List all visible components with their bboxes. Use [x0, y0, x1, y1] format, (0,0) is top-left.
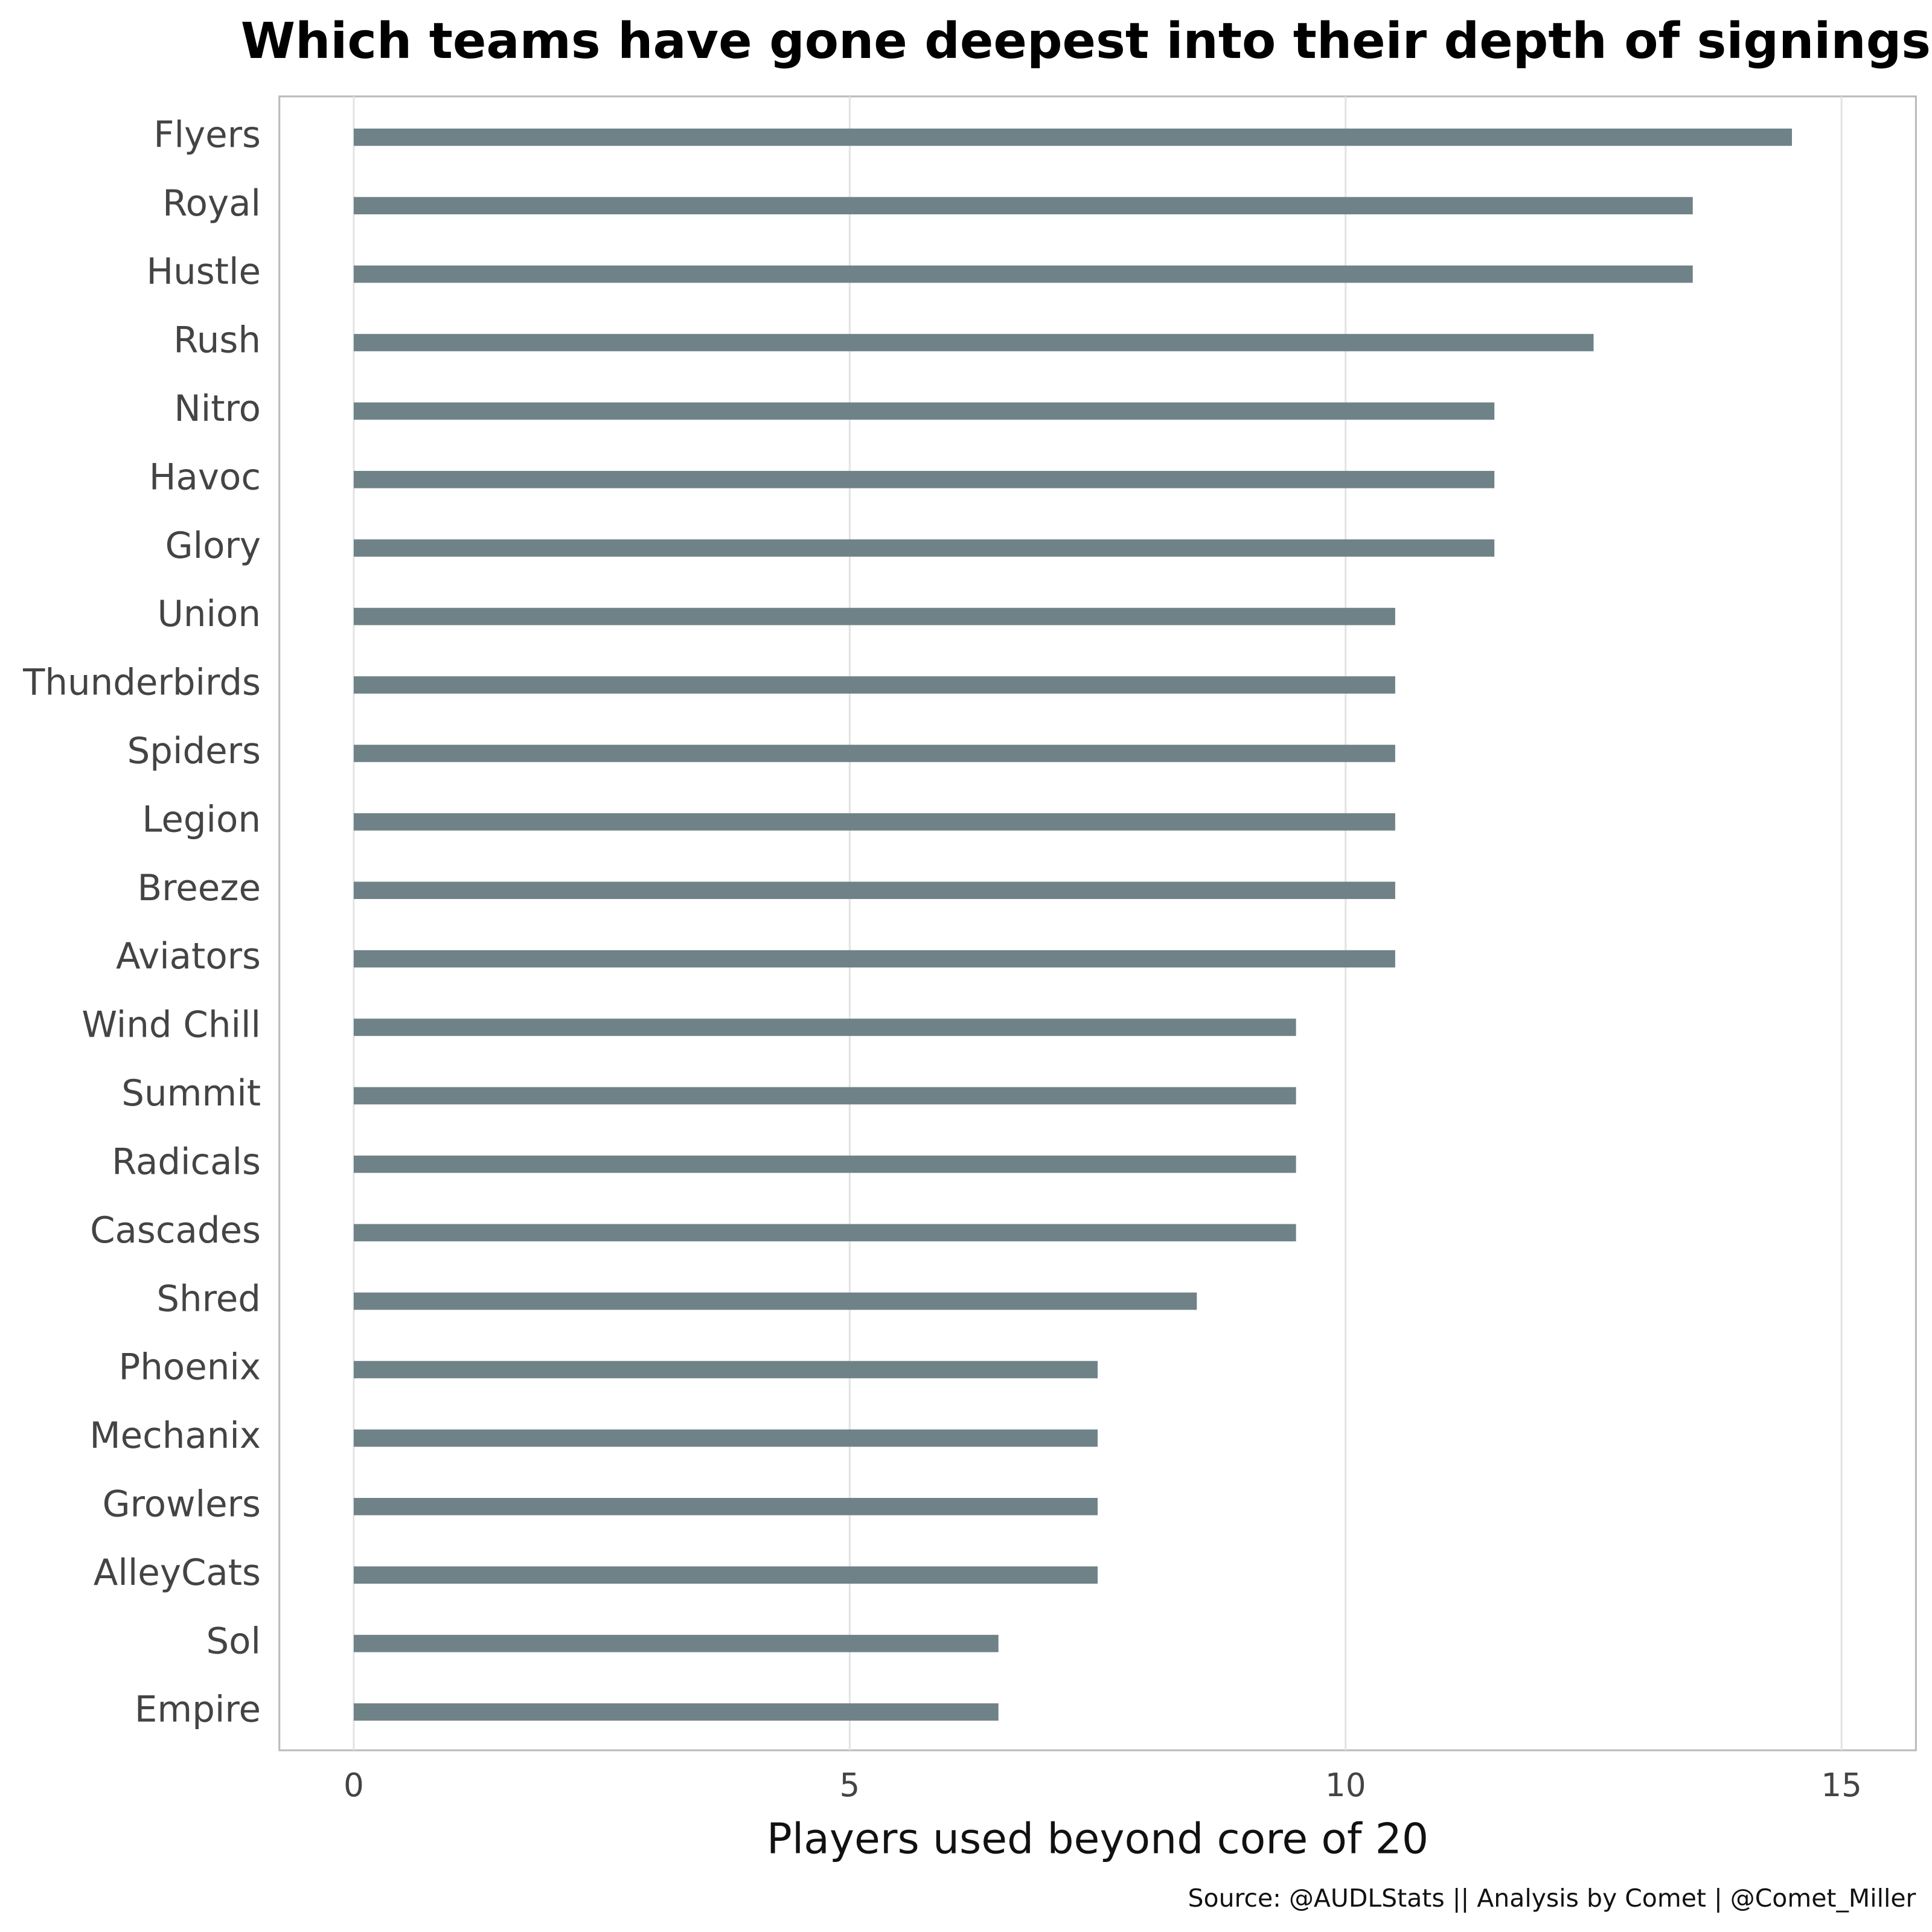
y-tick-label: Empire [135, 1689, 261, 1731]
x-tick-label: 5 [839, 1767, 860, 1804]
x-tick-label: 0 [344, 1767, 364, 1804]
bar [353, 1156, 1296, 1173]
y-tick-label: Wind Chill [82, 1005, 261, 1046]
bar [353, 1566, 1098, 1584]
chart-title: Which teams have gone deepest into their… [241, 13, 1932, 70]
bar [353, 334, 1594, 351]
y-tick-label: Sol [206, 1620, 261, 1662]
y-tick-label: Hustle [147, 251, 261, 293]
y-tick-label: AlleyCats [94, 1552, 261, 1594]
y-tick-label: Rush [173, 320, 261, 362]
y-tick-label: Nitro [174, 388, 261, 430]
bar [353, 197, 1693, 214]
bar [353, 1224, 1296, 1242]
y-tick-label: Cascades [90, 1210, 261, 1252]
bar [353, 539, 1495, 557]
y-tick-label: Phoenix [118, 1347, 260, 1389]
x-tick-label: 15 [1821, 1767, 1862, 1804]
bar [353, 676, 1395, 694]
bar [353, 1634, 999, 1652]
y-tick-label: Summit [121, 1073, 261, 1115]
y-tick-label: Thunderbirds [22, 662, 261, 704]
bar [353, 1292, 1197, 1310]
bar [353, 1361, 1098, 1378]
bar [353, 128, 1793, 146]
bar [353, 1019, 1296, 1036]
bar [353, 607, 1395, 625]
bar [353, 813, 1395, 831]
y-tick-label: Legion [142, 799, 261, 840]
bar [353, 950, 1395, 968]
caption: Source: @AUDLStats || Analysis by Comet … [1188, 1884, 1916, 1913]
y-tick-label: Radicals [112, 1141, 261, 1183]
y-tick-label: Glory [165, 525, 261, 567]
x-axis-label: Players used beyond core of 20 [767, 1815, 1428, 1864]
y-tick-label: Spiders [127, 731, 261, 772]
y-tick-label: Aviators [116, 936, 261, 977]
bar [353, 1498, 1098, 1515]
bar [353, 265, 1693, 283]
bar [353, 1429, 1098, 1447]
bar [353, 1703, 999, 1721]
y-tick-label: Union [157, 593, 261, 635]
y-tick-label: Royal [162, 183, 261, 225]
y-tick-label: Breeze [137, 868, 261, 909]
bar [353, 470, 1495, 488]
y-tick-label: Growlers [103, 1483, 261, 1525]
y-tick-label: Havoc [149, 456, 261, 498]
y-tick-label: Flyers [153, 114, 261, 156]
bar [353, 402, 1495, 420]
bar [353, 744, 1395, 763]
y-tick-label: Mechanix [89, 1415, 261, 1457]
bar [353, 881, 1395, 900]
panel-border [278, 95, 1917, 1751]
y-tick-label: Shred [156, 1278, 261, 1320]
bar [353, 1087, 1296, 1105]
x-tick-label: 10 [1325, 1767, 1366, 1804]
